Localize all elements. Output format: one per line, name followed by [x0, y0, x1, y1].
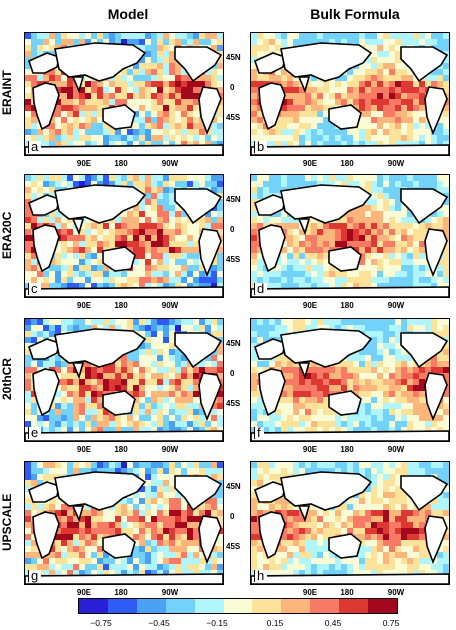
colorbar-swatch — [310, 599, 340, 613]
x-tick-label: 180 — [340, 588, 354, 597]
y-tick-label: 0 — [230, 369, 235, 378]
y-tick-label: 45N — [226, 339, 241, 348]
colorbar-swatch — [281, 599, 311, 613]
x-tick-label: 90E — [76, 159, 92, 168]
panel-letter: a — [28, 140, 42, 153]
x-tick-label: 90W — [387, 588, 405, 597]
colorbar-tick-label: 0.15 — [266, 618, 284, 628]
colorbar-swatch — [368, 599, 397, 613]
colorbar-swatch — [136, 599, 166, 613]
x-tick-label: 90E — [302, 159, 318, 168]
panel-letter: c — [28, 282, 41, 295]
panel-letter: e — [28, 426, 42, 439]
panel-letter: d — [254, 282, 268, 295]
row-label-upscale: UPSCALE — [0, 493, 14, 551]
map-panel-c: c — [24, 174, 224, 298]
y-tick-label: 0 — [230, 83, 235, 92]
y-tick-label: 0 — [230, 512, 235, 521]
x-tick-label: 90E — [76, 301, 92, 310]
x-tick-label: 90E — [302, 588, 318, 597]
colorbar-swatch — [165, 599, 195, 613]
y-tick-label: 0 — [230, 225, 235, 234]
x-tick-label: 90W — [387, 301, 405, 310]
x-tick-label: 90W — [161, 159, 179, 168]
x-tick-label: 180 — [340, 159, 354, 168]
x-tick-label: 90W — [161, 301, 179, 310]
y-tick-label: 45N — [226, 53, 241, 62]
x-tick-label: 90E — [302, 301, 318, 310]
colorbar-swatch — [252, 599, 282, 613]
x-tick-label: 90E — [76, 588, 92, 597]
row-label-20thcr: 20thCR — [0, 358, 14, 401]
row-label-era20c: ERA20C — [0, 211, 14, 259]
x-tick-label: 90W — [387, 159, 405, 168]
x-tick-label: 90W — [161, 445, 179, 454]
map-panel-d: d — [250, 174, 450, 298]
colorbar-swatch — [339, 599, 369, 613]
colorbar-tick-label: −0.45 — [148, 618, 170, 628]
map-panel-b: b — [250, 32, 450, 156]
column-title-model: Model — [107, 6, 149, 22]
column-title-bulk-formula: Bulk Formula — [310, 6, 400, 22]
map-panel-f: f — [250, 318, 450, 442]
y-tick-label: 45S — [226, 255, 241, 264]
colorbar-tick-label: −0.15 — [206, 618, 228, 628]
colorbar-tick-label: 0.75 — [382, 618, 400, 628]
x-tick-label: 180 — [340, 301, 354, 310]
x-tick-label: 180 — [114, 159, 128, 168]
map-panel-h: h — [250, 461, 450, 585]
y-tick-label: 45S — [226, 399, 241, 408]
x-tick-label: 180 — [114, 588, 128, 597]
row-label-eraint: ERAINT — [0, 70, 14, 116]
x-tick-label: 90W — [161, 588, 179, 597]
x-tick-label: 90W — [387, 445, 405, 454]
panel-letter: b — [254, 140, 268, 153]
y-tick-label: 45N — [226, 195, 241, 204]
panel-letter: h — [254, 569, 268, 582]
y-tick-label: 45N — [226, 482, 241, 491]
map-panel-a: a — [24, 32, 224, 156]
panel-letter: f — [254, 426, 264, 439]
x-tick-label: 180 — [114, 301, 128, 310]
colorbar-swatch — [194, 599, 224, 613]
y-tick-label: 45S — [226, 542, 241, 551]
colorbar-swatch — [107, 599, 137, 613]
x-tick-label: 90E — [302, 445, 318, 454]
x-tick-label: 90E — [76, 445, 92, 454]
colorbar-tick-label: 0.45 — [324, 618, 342, 628]
x-tick-label: 180 — [114, 445, 128, 454]
map-panel-g: g — [24, 461, 224, 585]
colorbar-tick-label: −0.75 — [90, 618, 112, 628]
y-tick-label: 45S — [226, 113, 241, 122]
map-panel-e: e — [24, 318, 224, 442]
colorbar-swatch — [223, 599, 253, 613]
colorbar — [78, 598, 398, 614]
colorbar-swatch — [79, 599, 108, 613]
x-tick-label: 180 — [340, 445, 354, 454]
panel-letter: g — [28, 569, 42, 582]
